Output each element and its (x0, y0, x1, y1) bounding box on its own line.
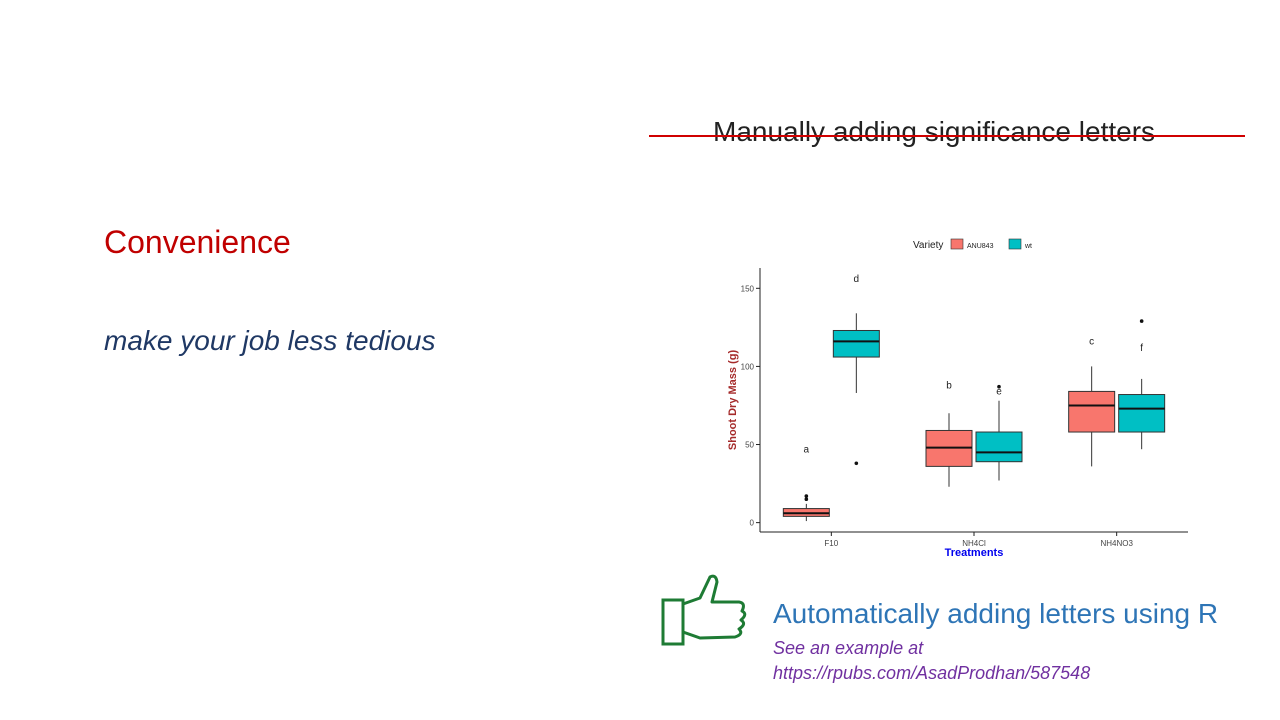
outlier-point (1139, 319, 1144, 323)
legend-key-wt (1008, 238, 1022, 250)
legend-label-ANU843: ANU843 (967, 243, 994, 250)
x-axis-label: Treatments (945, 547, 1004, 559)
x-tick-label: NH4NO3 (1100, 539, 1133, 548)
box-wt-F10 (832, 329, 880, 358)
example-url[interactable]: https://rpubs.com/AsadProdhan/587548 (773, 663, 1091, 683)
box-wt-NH4NO3 (1118, 394, 1166, 433)
slide-subheading: make your job less tedious (104, 325, 436, 356)
legend-title: Variety (913, 240, 943, 251)
outlier-point (804, 497, 809, 501)
significance-letter: f (1140, 343, 1143, 354)
manual-letters-title: Manually adding significance letters (713, 116, 1156, 147)
outlier-point (804, 494, 809, 498)
thumbs-up-icon (661, 574, 747, 646)
y-tick-label: 50 (745, 441, 754, 450)
x-tick-label: F10 (824, 539, 838, 548)
box-ANU843-NH4NO3 (1068, 390, 1116, 433)
legend-key-ANU843 (950, 238, 964, 250)
significance-letter: d (854, 274, 860, 285)
y-axis-label: Shoot Dry Mass (g) (727, 350, 739, 451)
example-label: See an example at (773, 638, 924, 658)
outlier-point (997, 384, 1001, 389)
y-tick-label: 100 (741, 362, 755, 371)
significance-letter: e (996, 387, 1002, 398)
significance-letter: c (1089, 337, 1094, 348)
slide-heading: Convenience (104, 224, 291, 260)
outlier-point (854, 461, 859, 466)
struck-through-title: Manually adding significance letters (649, 112, 1245, 162)
y-tick-label: 0 (750, 519, 755, 528)
boxplot-chart: Variety ANU843 wt 0 50 100 150 F10 NH4Cl NH4NO3 Tr… (727, 238, 1188, 559)
significance-letter: a (804, 444, 810, 455)
significance-letter: b (946, 380, 952, 391)
y-tick-label: 150 (741, 284, 755, 293)
legend-label-wt: wt (1024, 243, 1032, 250)
box-wt-NH4Cl (975, 431, 1023, 463)
strike-line (649, 135, 1245, 137)
auto-letters-title: Automatically adding letters using R (773, 598, 1219, 629)
x-tick-label: NH4Cl (962, 539, 986, 548)
